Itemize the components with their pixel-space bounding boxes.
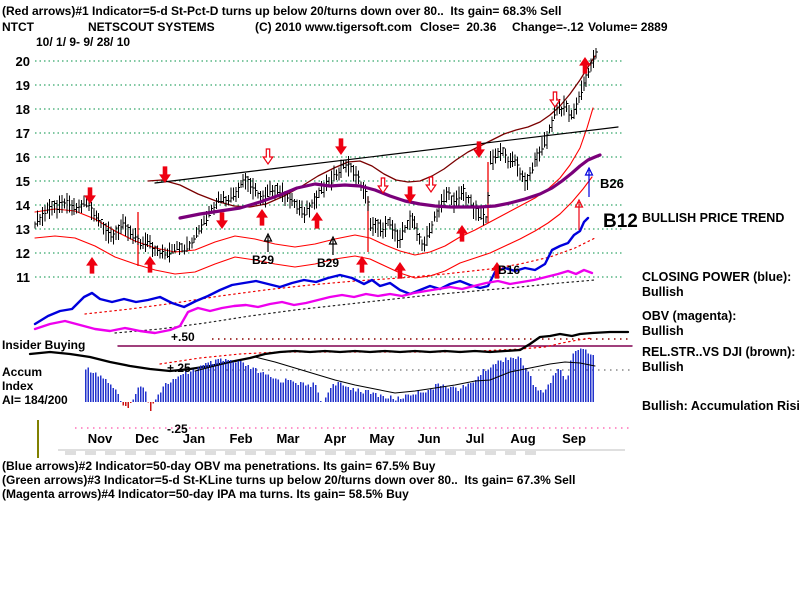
price-tick-label-11: 11 bbox=[16, 270, 30, 285]
obv-label: OBV (magenta): bbox=[642, 309, 737, 323]
indicator1-legend: (Red arrows)#1 Indicator=5-d St-Pct-D tu… bbox=[2, 4, 562, 18]
month-label-dec: Dec bbox=[135, 431, 159, 446]
month-label-sep: Sep bbox=[562, 431, 586, 446]
buy-arrow-icon bbox=[311, 211, 323, 229]
b29-signal-arrow-icon bbox=[263, 232, 273, 242]
volume-value: Volume= 2889 bbox=[588, 20, 668, 34]
insider-buying-label: Insider Buying bbox=[2, 338, 86, 352]
price-tick-label-14: 14 bbox=[15, 198, 30, 213]
indicator3-legend: (Green arrows)#3 Indicator=5-d St-KLine … bbox=[2, 473, 576, 487]
buy-arrow-icon bbox=[394, 261, 406, 279]
obv-line bbox=[33, 268, 594, 335]
b12-signal-arrow-icon bbox=[574, 198, 584, 208]
b29-signal-arrow-icon bbox=[328, 235, 338, 245]
sell-arrow-icon bbox=[84, 187, 96, 205]
purple-ma-line bbox=[178, 153, 602, 220]
sell-arrow-icon bbox=[473, 141, 485, 159]
copyright: (C) 2010 www.tigersoft.com bbox=[255, 20, 412, 34]
price-tick-label-13: 13 bbox=[15, 222, 30, 237]
month-label-feb: Feb bbox=[229, 431, 253, 446]
company-name: NETSCOUT SYSTEMS bbox=[88, 20, 215, 34]
change-value: Change=-.12 bbox=[512, 20, 584, 34]
closing-power-label: CLOSING POWER (blue): bbox=[642, 270, 792, 284]
buy-arrow-icon bbox=[86, 256, 98, 274]
accumulation-histogram bbox=[85, 348, 594, 412]
b26-signal-arrow-icon bbox=[584, 166, 594, 176]
accum-label-line1: Accum bbox=[2, 365, 43, 379]
date-range: 10/ 1/ 9- 9/ 28/ 10 bbox=[36, 35, 131, 49]
signal-label-b16: B16 bbox=[498, 263, 521, 277]
ohlc-bars bbox=[34, 47, 598, 263]
level-plus-25: +.25 bbox=[167, 361, 191, 375]
accum-label-line2: Index bbox=[2, 379, 34, 393]
month-label-mar: Mar bbox=[276, 431, 300, 446]
price-tick-label-18: 18 bbox=[15, 102, 30, 117]
buy-arrow-icon bbox=[144, 255, 156, 273]
month-label-may: May bbox=[369, 431, 395, 446]
close-value: Close= 20.36 bbox=[420, 20, 497, 34]
level-plus-50: +.50 bbox=[171, 330, 195, 344]
price-tick-label-12: 12 bbox=[15, 246, 30, 261]
month-label-apr: Apr bbox=[323, 431, 347, 446]
price-tick-label-17: 17 bbox=[15, 126, 30, 141]
ticker-symbol: NTCT bbox=[2, 20, 34, 34]
sell-arrow-icon bbox=[335, 138, 347, 156]
price-tick-label-19: 19 bbox=[15, 78, 30, 93]
sell-arrow-hollow-icon bbox=[425, 176, 437, 194]
accum-index-value: AI= 184/200 bbox=[2, 393, 68, 407]
month-label-jun: Jun bbox=[417, 431, 441, 446]
accumulation-status: Bullish: Accumulation Rising bbox=[642, 399, 800, 413]
signal-label-b26: B26 bbox=[600, 176, 624, 191]
sell-arrow-hollow-icon bbox=[262, 148, 274, 166]
closing-power-status: Bullish bbox=[642, 285, 684, 299]
relative-strength-line bbox=[28, 330, 630, 373]
relstr-status: Bullish bbox=[642, 360, 684, 374]
sell-arrow-icon bbox=[159, 166, 171, 184]
relstr-label: REL.STR..VS DJI (brown): bbox=[642, 345, 796, 359]
signal-label-b29: B29 bbox=[317, 256, 340, 270]
accum-index-ma-line bbox=[194, 356, 596, 394]
resistance-trendline bbox=[154, 126, 619, 184]
signal-label-b12: B12 bbox=[603, 211, 638, 232]
price-tick-label-20: 20 bbox=[15, 54, 30, 69]
level-minus-25: -.25 bbox=[167, 422, 188, 436]
price-tick-label-16: 16 bbox=[15, 150, 30, 165]
month-label-aug: Aug bbox=[510, 431, 536, 446]
indicator4-legend: (Magenta arrows)#4 Indicator=50-day IPA … bbox=[2, 487, 409, 501]
buy-arrow-icon bbox=[456, 224, 468, 242]
month-label-jul: Jul bbox=[465, 431, 485, 446]
buy-arrow-icon bbox=[356, 255, 368, 273]
closing-power-line bbox=[33, 216, 590, 326]
sell-arrow-hollow-icon bbox=[549, 91, 561, 109]
buy-arrow-icon bbox=[256, 208, 268, 226]
sell-arrow-icon bbox=[216, 212, 228, 230]
month-label-jan: Jan bbox=[182, 431, 206, 446]
obv-ma-dotted-line bbox=[114, 279, 596, 334]
cp-ma-dotted-line bbox=[84, 237, 596, 315]
month-label-nov: Nov bbox=[87, 431, 113, 446]
buy-arrow-icon bbox=[491, 261, 503, 279]
indicator2-legend: (Blue arrows)#2 Indicator=50-day OBV ma … bbox=[2, 459, 436, 473]
buy-arrow-icon bbox=[579, 56, 591, 74]
signal-label-b29: B29 bbox=[252, 253, 275, 267]
price-trend-status: BULLISH PRICE TREND bbox=[642, 211, 785, 225]
upper-outer-band-line bbox=[147, 55, 596, 208]
sell-arrow-hollow-icon bbox=[377, 177, 389, 195]
price-tick-label-15: 15 bbox=[15, 174, 30, 189]
sell-arrow-icon bbox=[404, 186, 416, 204]
obv-status: Bullish bbox=[642, 324, 684, 338]
